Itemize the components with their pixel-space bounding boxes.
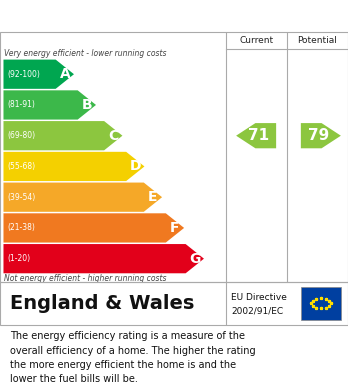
Text: B: B [81,98,92,112]
Polygon shape [3,152,144,181]
Text: EU Directive: EU Directive [231,292,287,301]
Text: G: G [189,252,200,265]
Text: Not energy efficient - higher running costs: Not energy efficient - higher running co… [4,274,167,283]
Text: The energy efficiency rating is a measure of the
overall efficiency of a home. T: The energy efficiency rating is a measur… [10,331,256,384]
Polygon shape [236,123,276,148]
Text: A: A [60,67,70,81]
Text: (69-80): (69-80) [8,131,36,140]
Polygon shape [3,59,74,89]
Text: England & Wales: England & Wales [10,294,195,313]
Text: F: F [170,221,180,235]
Text: (1-20): (1-20) [8,254,31,263]
Bar [301,287,341,320]
Text: (92-100): (92-100) [8,70,40,79]
Polygon shape [3,90,96,120]
Text: Current: Current [239,36,273,45]
Text: 79: 79 [308,128,329,143]
Polygon shape [3,213,184,242]
Polygon shape [301,123,341,148]
Polygon shape [3,183,162,212]
Text: (21-38): (21-38) [8,223,35,232]
Text: (81-91): (81-91) [8,100,35,109]
Text: (39-54): (39-54) [8,193,36,202]
Text: Energy Efficiency Rating: Energy Efficiency Rating [9,9,219,23]
Text: 71: 71 [248,128,269,143]
Polygon shape [3,244,204,273]
Text: Very energy efficient - lower running costs: Very energy efficient - lower running co… [4,49,167,58]
Text: C: C [108,129,118,143]
Text: (55-68): (55-68) [8,162,36,171]
Text: E: E [148,190,158,204]
Text: D: D [129,160,141,174]
Text: 2002/91/EC: 2002/91/EC [231,307,284,316]
Text: Potential: Potential [298,36,337,45]
Polygon shape [3,121,122,150]
